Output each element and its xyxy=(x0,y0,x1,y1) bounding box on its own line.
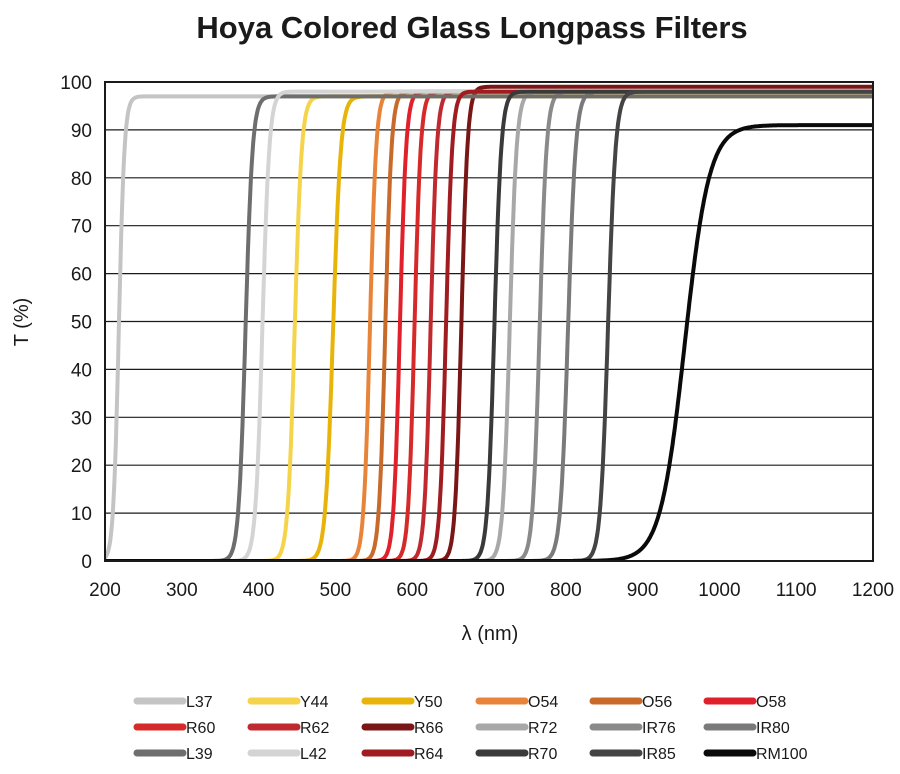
x-tick-label: 500 xyxy=(320,580,352,601)
y-tick-label: 70 xyxy=(71,217,92,238)
x-tick-label: 600 xyxy=(396,580,428,601)
legend-label: R62 xyxy=(300,720,329,737)
x-tick-label: 1200 xyxy=(852,580,894,601)
x-axis-label: λ (nm) xyxy=(462,623,519,645)
series-line-ir85 xyxy=(105,89,873,561)
series-lines xyxy=(105,84,873,561)
y-tick-label: 100 xyxy=(60,73,92,94)
series-line-rm100 xyxy=(105,123,873,561)
y-axis-ticks: 0 10 20 30 40 50 60 70 80 90 100 xyxy=(60,73,92,573)
legend-label: R66 xyxy=(414,720,443,737)
x-tick-label: 400 xyxy=(243,580,275,601)
x-tick-label: 1000 xyxy=(698,580,740,601)
legend-label: L42 xyxy=(300,746,327,763)
legend-label: R64 xyxy=(414,746,443,763)
legend-label: L39 xyxy=(186,746,213,763)
x-tick-label: 1100 xyxy=(776,580,817,601)
x-tick-label: 800 xyxy=(550,580,582,601)
legend: L37 Y44 Y50 O54 O56 O58 R60 R62 R66 R72 IR76 IR80 L3… xyxy=(133,694,808,763)
series-line-r66 xyxy=(105,84,873,561)
legend-label: Y44 xyxy=(300,694,329,711)
x-tick-label: 300 xyxy=(166,580,198,601)
y-tick-label: 10 xyxy=(71,504,92,525)
grid xyxy=(105,129,873,514)
y-tick-label: 50 xyxy=(71,313,92,334)
legend-label: RM100 xyxy=(756,746,808,763)
y-tick-label: 30 xyxy=(71,408,92,429)
y-tick-label: 60 xyxy=(71,265,92,286)
legend-label: IR80 xyxy=(756,720,790,737)
y-tick-label: 0 xyxy=(81,552,92,573)
legend-label: L37 xyxy=(186,694,213,711)
legend-label: O58 xyxy=(756,694,786,711)
legend-label: IR76 xyxy=(642,720,676,737)
plot-frame xyxy=(104,81,874,562)
y-tick-label: 90 xyxy=(71,121,92,142)
y-tick-label: 20 xyxy=(71,456,92,477)
legend-label: R72 xyxy=(528,720,557,737)
x-tick-label: 900 xyxy=(627,580,659,601)
chart-title: Hoya Colored Glass Longpass Filters xyxy=(196,10,747,45)
legend-label: R70 xyxy=(528,746,557,763)
series-line-r70 xyxy=(105,89,873,561)
legend-label: Y50 xyxy=(414,694,443,711)
legend-label: O54 xyxy=(528,694,558,711)
y-axis-label: T (%) xyxy=(11,298,33,347)
legend-label: R60 xyxy=(186,720,215,737)
series-line-l39 xyxy=(105,94,873,561)
y-tick-label: 40 xyxy=(71,360,92,381)
y-tick-label: 80 xyxy=(71,169,92,190)
x-tick-label: 700 xyxy=(473,580,505,601)
x-axis-ticks: 200 300 400 500 600 700 800 900 1000 1100 1200 xyxy=(89,580,894,601)
legend-label: IR85 xyxy=(642,746,676,763)
legend-label: O56 xyxy=(642,694,672,711)
x-tick-label: 200 xyxy=(89,580,121,601)
